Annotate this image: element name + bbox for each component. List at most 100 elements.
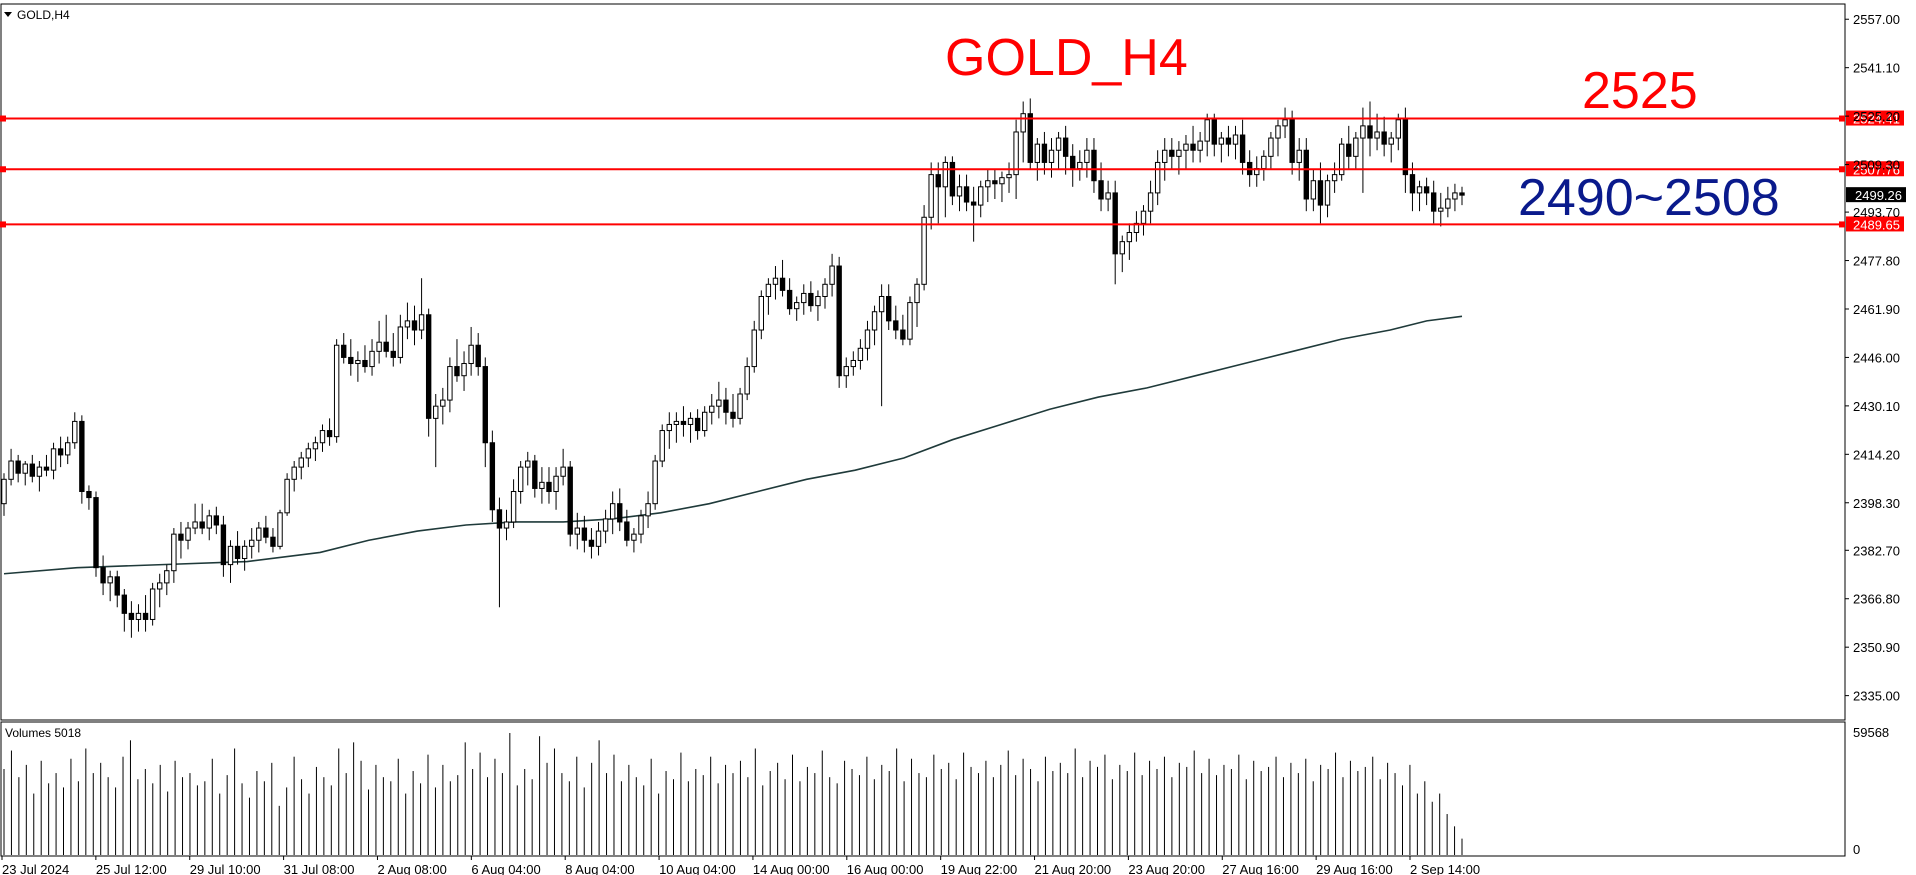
candle-body [128,612,135,620]
candle [227,540,234,583]
candle [1310,168,1317,212]
price-tick-label: 2335.00 [1853,689,1900,704]
candle [376,320,382,364]
candle [1331,162,1338,193]
candle [213,506,220,535]
candle [1183,135,1189,169]
candle-body [1006,174,1012,179]
candle-body [72,420,78,444]
candle-body [921,216,927,285]
candle [893,305,899,340]
candle-body [878,295,885,313]
candle [1275,119,1281,157]
candle [553,467,559,510]
time-tick-label: 6 Aug 04:00 [471,862,540,875]
candle-body [15,460,21,474]
candle [1232,125,1239,160]
time-tick-label: 14 Aug 00:00 [753,862,830,875]
candle-body [206,515,212,529]
candle-body [645,503,651,517]
candle [928,162,934,230]
candle [135,604,142,632]
candle [815,290,821,321]
candle [305,442,312,468]
candle [157,573,163,608]
candle [822,278,828,309]
candle [765,278,772,315]
candle-body [857,347,864,361]
collapse-triangle-icon[interactable] [4,12,12,17]
candles-layer [1,98,1465,638]
level-handle-left [0,166,6,173]
candle [185,521,191,550]
price-tick-label: 2398.30 [1853,496,1900,511]
candle [128,601,135,638]
candle-body [786,289,793,310]
candle [886,284,892,331]
candle [220,515,227,577]
candle-body [1055,137,1062,151]
candle [362,345,368,373]
candle [652,454,658,510]
candle-body [1119,241,1125,255]
candle-body [86,490,92,499]
candle [1367,101,1373,157]
candle [709,393,715,425]
candle [510,479,517,529]
candle [241,540,248,571]
candle-body [1,478,7,505]
candle [29,454,36,483]
candle-body [43,466,50,471]
candle [581,515,588,553]
time-tick-label: 27 Aug 16:00 [1222,862,1299,875]
candle [1218,131,1225,163]
candle-body [249,539,255,547]
candle-body [326,430,333,438]
candle-body [1296,149,1302,163]
candle [1374,113,1380,151]
candle [397,314,404,364]
candle [716,381,722,419]
candle [79,415,85,504]
candle-body [1338,143,1345,176]
candle [270,528,276,553]
candle [970,186,977,242]
candle [86,485,92,510]
candle [1381,116,1387,157]
candle [779,259,786,297]
candle-body [673,420,680,425]
candle-body [595,530,602,547]
candle-body [418,314,425,331]
candle [1197,131,1203,163]
candle [956,174,963,212]
price-tick-label: 2461.90 [1853,302,1900,317]
candle-body [1041,143,1048,163]
symbol-label: GOLD,H4 [17,8,70,22]
candle-body [588,539,595,547]
volume-panel-frame [0,721,1846,857]
candle-body [390,350,396,358]
candle-body [149,588,156,620]
candle-body [489,442,496,511]
candle [1084,138,1090,178]
candle-body [1225,137,1232,145]
candle-body [8,460,14,480]
candle-body [121,594,128,614]
candle [588,528,595,559]
candle [171,528,177,583]
candle [1154,150,1161,206]
candle [1169,138,1175,169]
candle [1062,125,1069,175]
candle-body [737,393,743,419]
candle [121,588,128,632]
candle [1430,180,1437,224]
candle-body [723,399,729,413]
volume-panel-label: Volumes 5018 [5,726,81,740]
price-tick-label: 2430.10 [1853,399,1900,414]
candle [263,515,269,544]
candle [546,467,552,504]
candle [985,168,991,203]
time-tick-label: 29 Jul 10:00 [190,862,261,875]
candle-body [36,466,43,477]
candle [595,521,602,556]
